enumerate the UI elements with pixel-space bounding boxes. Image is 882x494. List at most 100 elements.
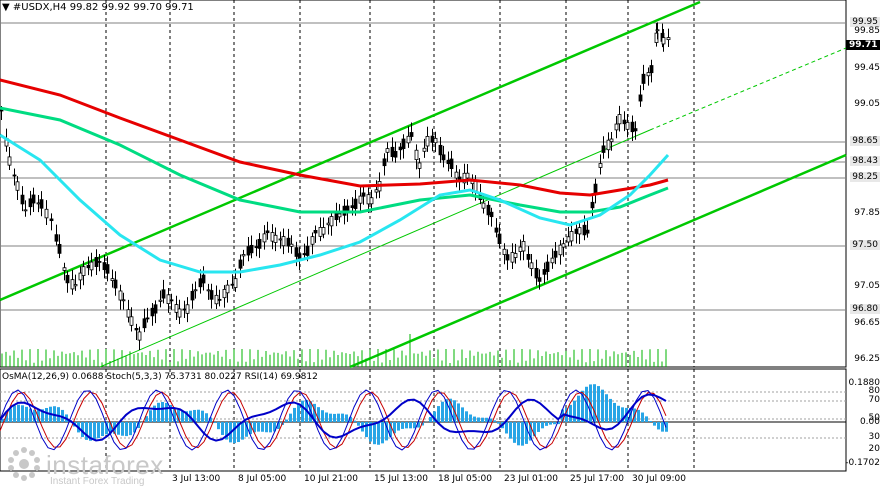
osma-bar — [405, 422, 408, 428]
candle-body — [167, 295, 170, 304]
candle-body — [13, 175, 16, 176]
candle-body — [551, 258, 554, 263]
candle-body — [642, 74, 645, 83]
osma-bar — [285, 420, 288, 422]
candle-body — [546, 262, 549, 272]
osma-bar — [149, 410, 152, 422]
trendline-dashed — [650, 48, 846, 130]
candle-body — [234, 279, 237, 288]
osma-bar — [129, 422, 132, 435]
osma-bar — [461, 407, 464, 422]
osma-bar — [221, 422, 224, 435]
candle-body — [311, 237, 314, 245]
candle-body — [535, 268, 538, 278]
osma-bar — [217, 422, 220, 429]
candle-body — [55, 235, 58, 242]
candle-body — [266, 231, 269, 233]
candle-body — [402, 139, 405, 149]
osma-bar — [241, 422, 244, 440]
candle-body — [631, 122, 634, 131]
candle-body — [90, 262, 93, 270]
osma-bar — [333, 414, 336, 422]
osma-bar — [485, 418, 488, 422]
osma-bar — [401, 422, 404, 429]
candle-body — [202, 275, 205, 283]
candle-body — [450, 159, 453, 169]
time-axis-label: 8 Jul 05:00 — [238, 474, 286, 484]
osma-bar — [553, 422, 556, 424]
candle-body — [210, 291, 213, 300]
osma-bar — [201, 411, 204, 422]
candle-body — [615, 124, 618, 130]
candle-body — [58, 244, 61, 253]
candle-body — [647, 73, 650, 76]
price-axis-label: 97.05 — [854, 281, 880, 291]
candle-body — [330, 216, 333, 225]
symbol-label: #USDX,H4 — [13, 2, 67, 13]
candle-body — [111, 279, 114, 281]
osma-bar — [17, 405, 20, 422]
candle-body — [37, 203, 40, 204]
osma-bar — [601, 390, 604, 422]
candle-body — [354, 199, 357, 208]
candle-body — [662, 38, 665, 44]
candle-body — [466, 173, 469, 178]
osma-bar — [497, 422, 500, 424]
indicator-axis-label: 70 — [869, 395, 880, 405]
osma-bar — [341, 414, 344, 422]
candle-body — [263, 234, 266, 242]
price-axis-label: 96.65 — [854, 318, 880, 328]
brand-tagline: Instant Forex Trading — [50, 476, 145, 487]
candle-body — [623, 120, 626, 124]
osma-bar — [337, 414, 340, 422]
candle-body — [170, 300, 173, 301]
osma-bar — [653, 422, 656, 426]
osma-bar — [125, 422, 128, 436]
candle-body — [602, 146, 605, 153]
time-axis-label: 23 Jul 01:00 — [504, 474, 558, 484]
osma-bar — [301, 401, 304, 422]
candle-body — [490, 212, 493, 216]
candle-body — [71, 280, 74, 289]
ohlc-values: 99.82 99.92 99.70 99.71 — [70, 2, 194, 13]
osma-bar — [197, 410, 200, 422]
osma-bar — [161, 402, 164, 422]
candle-body — [426, 136, 429, 146]
price-axis-label: 99.85 — [854, 26, 880, 36]
osma-bar — [93, 422, 96, 440]
candle-body — [554, 251, 557, 257]
osma-bar — [597, 386, 600, 422]
candle-body — [8, 157, 11, 165]
candle-body — [63, 268, 66, 271]
candle-body — [226, 285, 229, 293]
osma-bar — [165, 403, 168, 422]
candle-body — [87, 265, 90, 267]
osma-bar — [637, 410, 640, 422]
osma-bar — [45, 408, 48, 422]
candle-body — [45, 209, 48, 218]
price-axis-label: 96.80 — [850, 304, 880, 314]
channel-lower-line — [350, 155, 846, 367]
osma-bar — [257, 422, 260, 432]
time-axis-label: 10 Jul 21:00 — [304, 474, 358, 484]
candle-body — [127, 310, 130, 317]
candle-body — [410, 132, 413, 136]
candle-body — [138, 332, 141, 340]
candle-body — [66, 275, 69, 283]
candle-body — [258, 239, 261, 248]
candle-body — [399, 147, 402, 150]
candle-body — [135, 328, 138, 330]
candle-body — [514, 253, 517, 257]
candle-body — [159, 300, 162, 301]
time-axis-label: 18 Jul 05:00 — [438, 474, 492, 484]
candle-body — [639, 95, 642, 101]
osma-bar — [25, 407, 28, 422]
price-axis-label: 98.25 — [850, 172, 880, 182]
candle-body — [319, 227, 322, 236]
candle-body — [239, 260, 242, 268]
osma-bar — [473, 417, 476, 422]
dropdown-icon[interactable]: ▼ — [2, 2, 10, 13]
candle-body — [114, 280, 117, 288]
